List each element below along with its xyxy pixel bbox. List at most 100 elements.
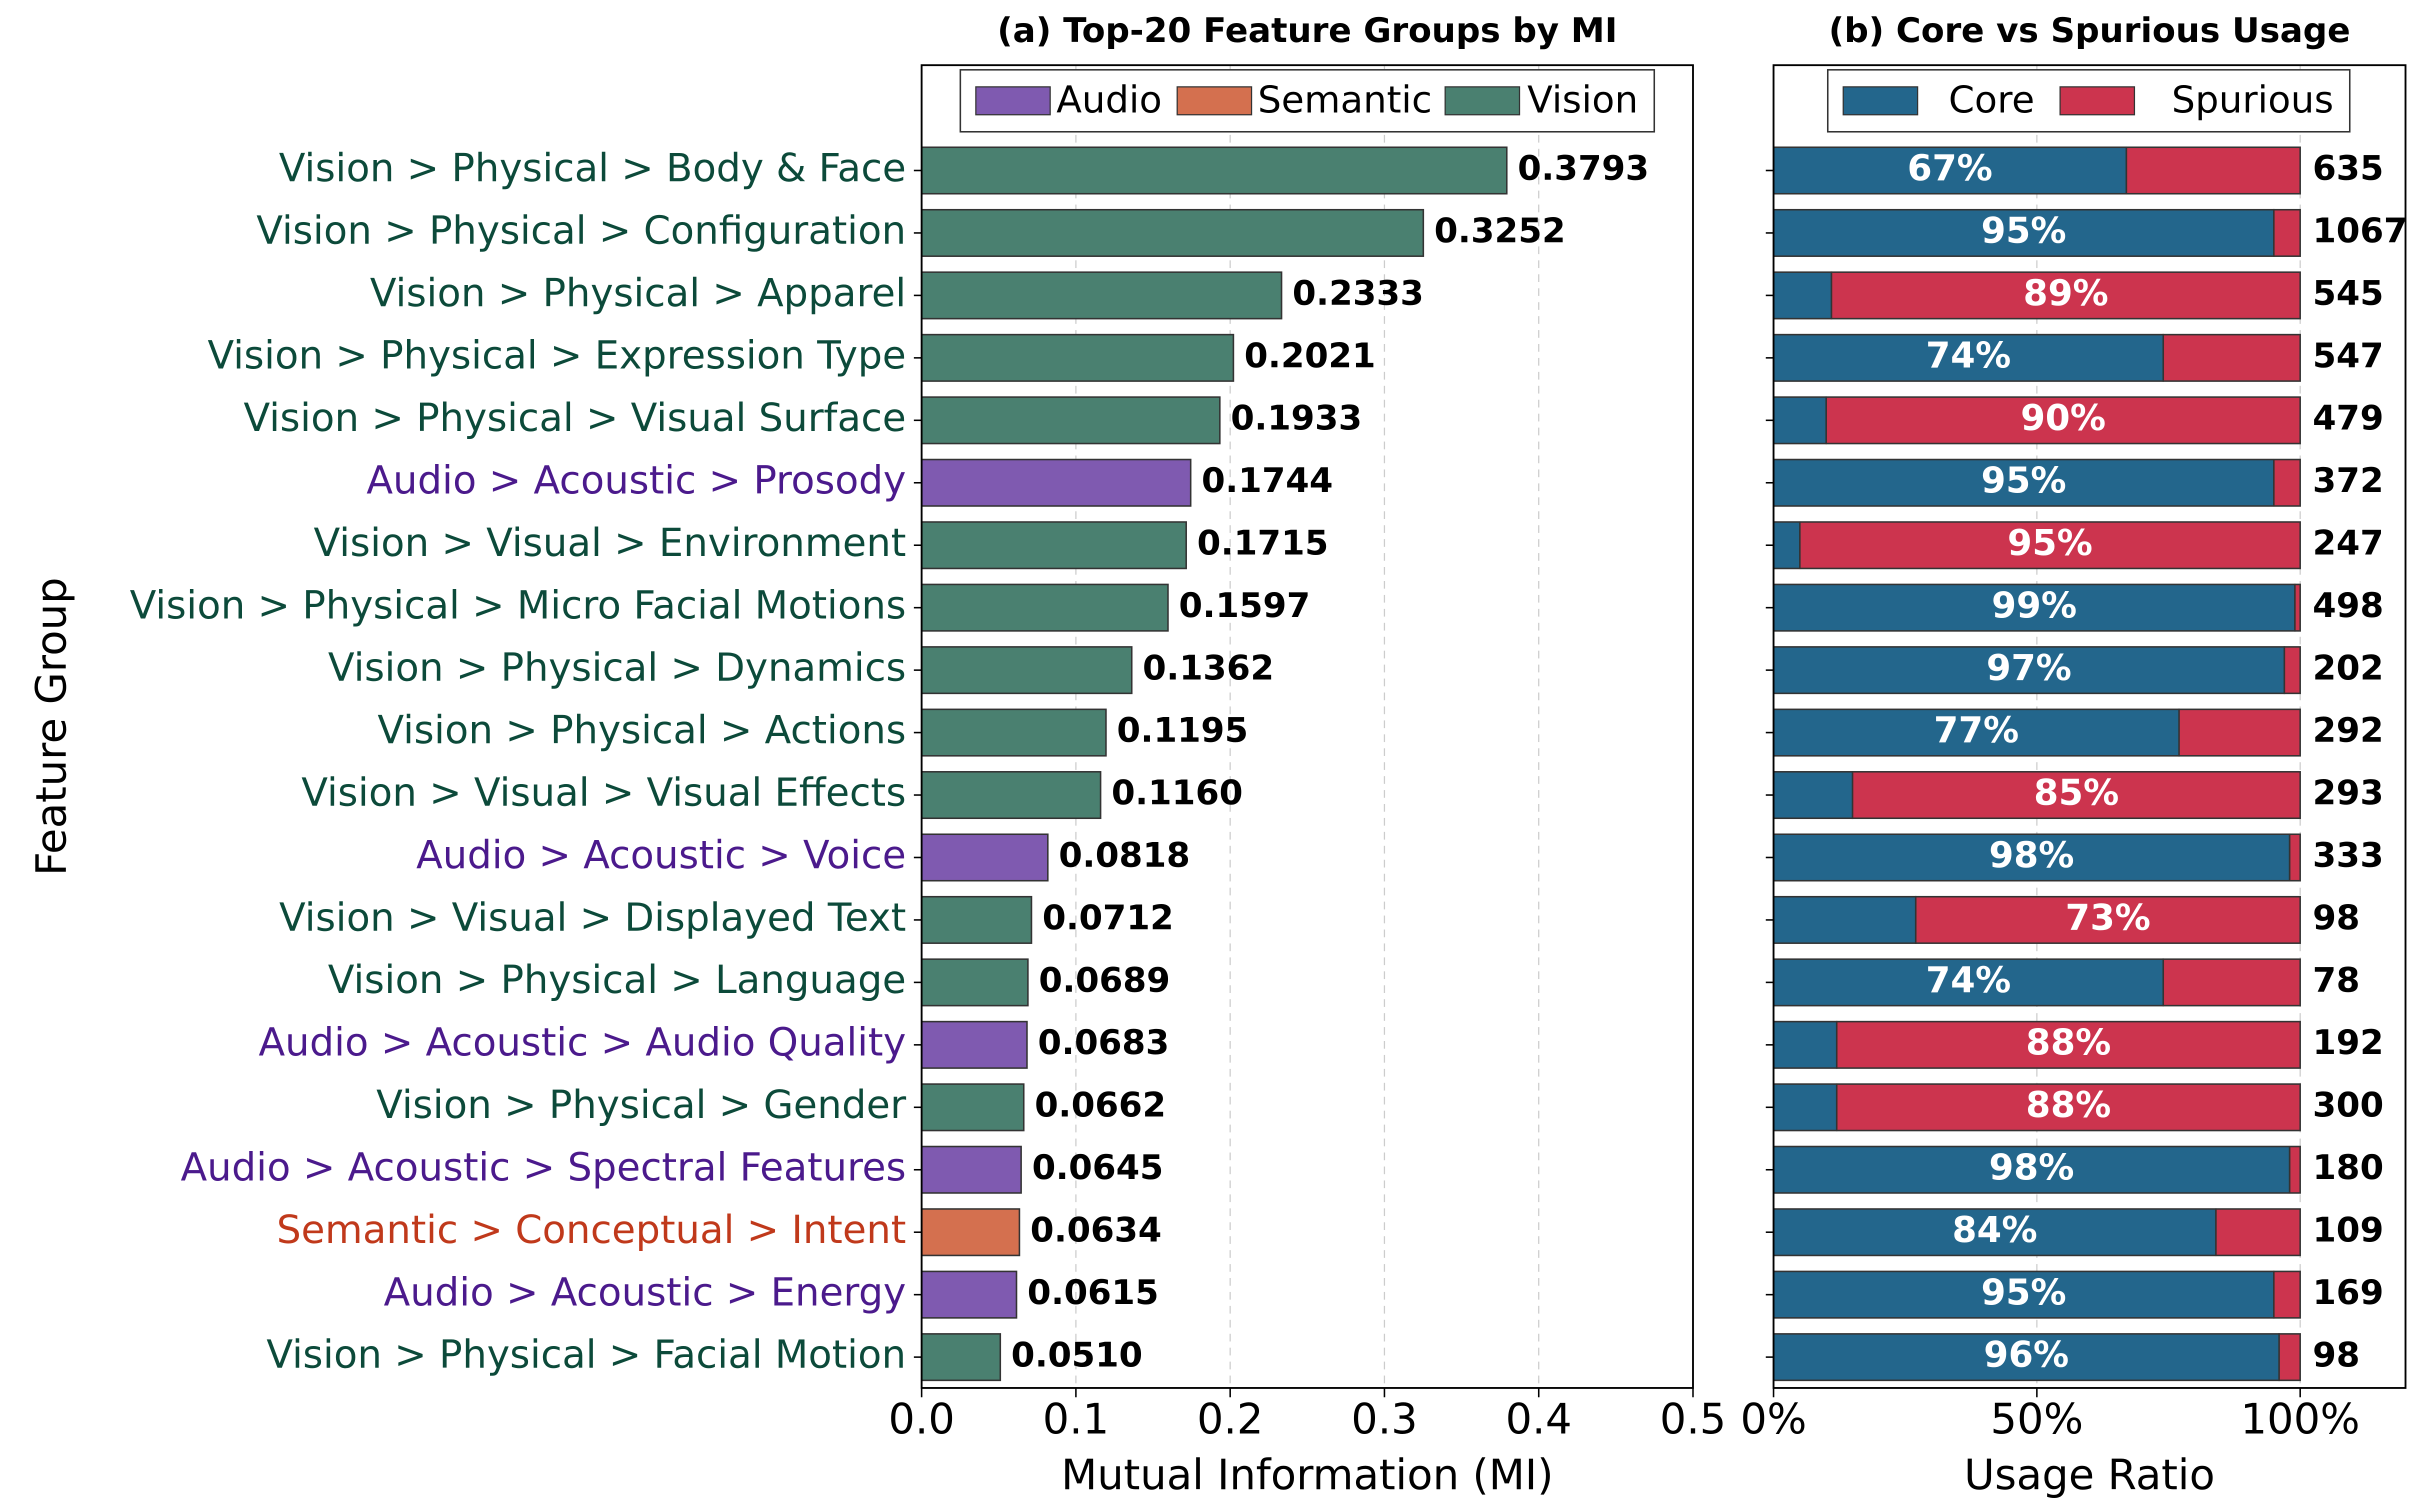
bar-segment: [1852, 771, 2301, 820]
segment-label: 74%: [1926, 334, 2012, 376]
y-axis-label: Feature Group: [26, 578, 76, 876]
segment-label: 77%: [1934, 710, 2019, 751]
y-tick-label: Vision > Physical > Body & Face: [279, 146, 906, 190]
segment-label: 84%: [1952, 1209, 2038, 1250]
bar-segment: [2288, 833, 2301, 882]
legend-swatch: [2059, 86, 2136, 116]
value-label: 0.1195: [1117, 711, 1248, 750]
y-tick-label: Vision > Physical > Expression Type: [208, 333, 906, 378]
count-label: 292: [2312, 711, 2384, 750]
bar: [920, 208, 1424, 257]
bar-segment: [2126, 146, 2301, 195]
count-label: 78: [2312, 960, 2360, 1000]
count-label: 498: [2312, 586, 2384, 626]
y-tick-label: Vision > Physical > Configuration: [256, 208, 906, 253]
bar: [920, 1208, 1020, 1256]
value-label: 0.1597: [1179, 586, 1310, 626]
bar-segment: [1836, 1083, 2301, 1132]
bar-segment: [2273, 208, 2301, 257]
bar-segment: [1772, 771, 1854, 820]
count-label: 247: [2312, 524, 2384, 563]
bar-segment: [1772, 1208, 2217, 1256]
segment-label: 98%: [1989, 1146, 2074, 1188]
bar-segment: [1772, 896, 1917, 944]
x-tick-label: 0.3: [1351, 1394, 1418, 1444]
value-label: 0.1160: [1112, 774, 1243, 813]
bar-segment: [1772, 521, 1801, 570]
bar: [920, 646, 1133, 694]
value-label: 0.0634: [1030, 1210, 1162, 1250]
bar: [920, 584, 1169, 632]
value-label: 0.0712: [1042, 898, 1174, 938]
bar-segment: [1772, 458, 2275, 507]
x-tick-label: 0.4: [1506, 1394, 1572, 1444]
segment-label: 98%: [1989, 834, 2074, 876]
bar-segment: [2294, 584, 2301, 632]
count-label: 300: [2312, 1086, 2384, 1125]
legend-label: Vision: [1528, 78, 1638, 122]
value-label: 0.0818: [1058, 836, 1190, 876]
y-tick-label: Audio > Acoustic > Audio Quality: [258, 1020, 906, 1065]
count-label: 545: [2312, 274, 2384, 313]
bar: [920, 1270, 1018, 1319]
bar-segment: [1772, 708, 2180, 757]
segment-label: 97%: [1986, 647, 2072, 688]
segment-label: 67%: [1908, 148, 1993, 189]
x-tick-label: 100%: [2240, 1394, 2360, 1444]
segment-label: 96%: [1984, 1334, 2069, 1376]
x-tick-label: 0.2: [1197, 1394, 1264, 1444]
value-label: 0.1715: [1197, 524, 1328, 563]
bar: [920, 146, 1508, 195]
segment-label: 95%: [1981, 210, 2066, 251]
bar-segment: [2215, 1208, 2301, 1256]
y-tick-label: Vision > Physical > Actions: [378, 708, 906, 753]
segment-label: 95%: [1981, 460, 2066, 501]
legend-label: Audio: [1056, 78, 1162, 122]
y-tick-label: Vision > Physical > Language: [328, 958, 906, 1002]
bar: [920, 771, 1102, 820]
value-label: 0.2021: [1244, 336, 1376, 376]
y-tick-label: Audio > Acoustic > Spectral Features: [180, 1145, 906, 1190]
y-tick-label: Vision > Physical > Micro Facial Motions: [130, 583, 906, 628]
y-tick-label: Audio > Acoustic > Energy: [384, 1270, 906, 1315]
y-tick-label: Audio > Acoustic > Voice: [416, 832, 906, 878]
bar-segment: [1825, 396, 2301, 444]
segment-label: 89%: [2023, 272, 2108, 314]
count-label: 635: [2312, 149, 2384, 188]
count-label: 98: [2312, 898, 2360, 938]
value-label: 0.0689: [1039, 960, 1170, 1000]
segment-label: 88%: [2026, 1084, 2112, 1126]
count-label: 547: [2312, 336, 2384, 376]
value-label: 0.0645: [1032, 1148, 1164, 1188]
count-label: 169: [2312, 1273, 2384, 1312]
legend-swatch: [1444, 86, 1520, 116]
bar-segment: [1772, 958, 2164, 1006]
segment-label: 74%: [1926, 959, 2012, 1000]
segment-label: 99%: [1992, 584, 2077, 626]
x-tick-label: 0.1: [1042, 1394, 1109, 1444]
y-tick-label: Vision > Visual > Environment: [314, 520, 906, 566]
bar: [920, 1333, 1002, 1382]
count-label: 202: [2312, 648, 2384, 688]
x-tick-label: 0.0: [888, 1394, 955, 1444]
bar: [920, 1020, 1028, 1069]
chart-title: (b) Core vs Spurious Usage: [1828, 11, 2350, 50]
bar-segment: [2284, 646, 2301, 694]
bar-segment: [1836, 1020, 2301, 1069]
bar-segment: [2273, 1270, 2301, 1319]
bar-segment: [2162, 334, 2301, 382]
bar-segment: [1772, 1083, 1838, 1132]
y-tick-label: Vision > Physical > Apparel: [370, 270, 906, 316]
bar-segment: [2278, 1333, 2301, 1382]
legend-swatch: [975, 86, 1051, 116]
bar-segment: [1830, 271, 2301, 320]
y-tick-label: Vision > Physical > Facial Motion: [266, 1332, 906, 1378]
segment-label: 85%: [2034, 772, 2119, 814]
value-label: 0.0683: [1038, 1023, 1170, 1062]
segment-label: 90%: [2020, 397, 2106, 438]
chart-title: (a) Top-20 Feature Groups by MI: [997, 11, 1617, 50]
bar-segment: [1914, 896, 2301, 944]
count-label: 109: [2312, 1210, 2384, 1250]
